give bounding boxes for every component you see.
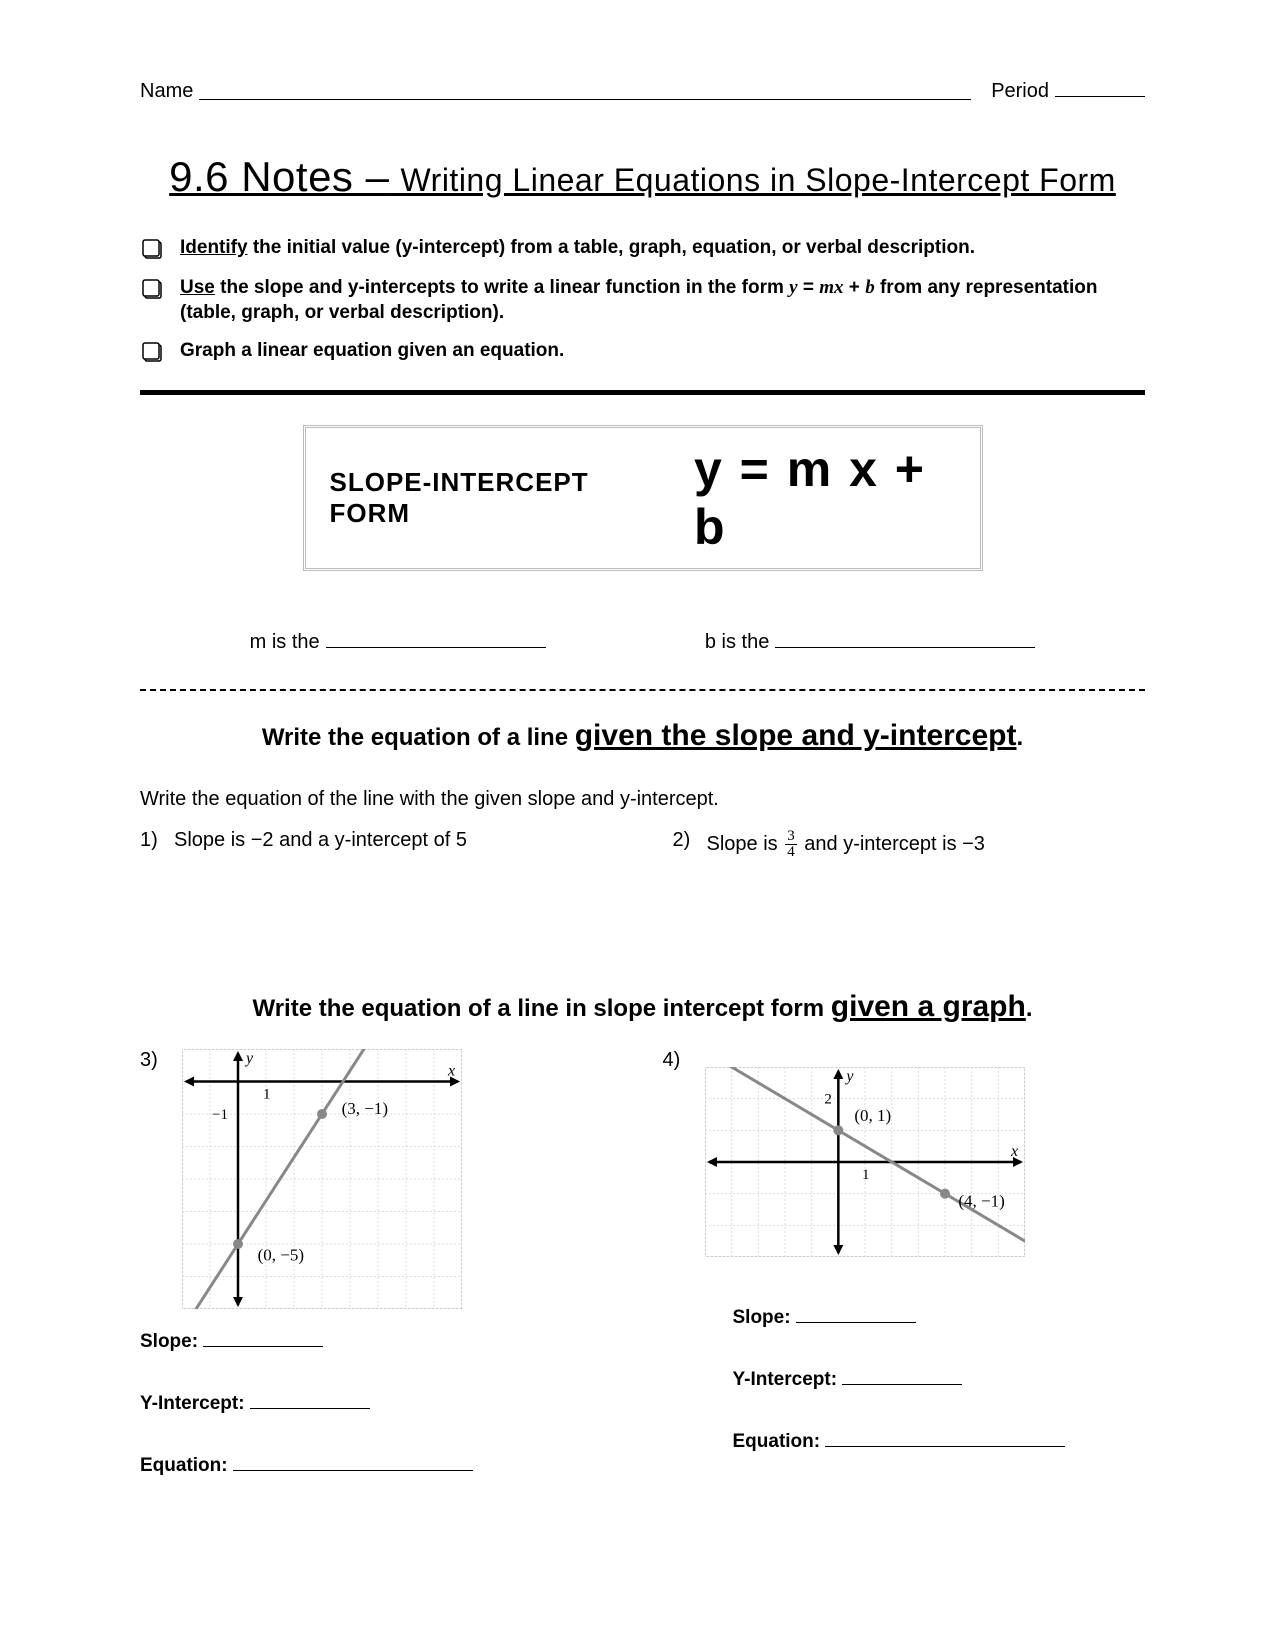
slope-label: Slope:: [140, 1331, 198, 1352]
divider: [140, 390, 1145, 395]
section-1-heading: Write the equation of a line given the s…: [140, 719, 1145, 753]
title-main: 9.6 Notes –: [169, 153, 389, 200]
eqn-blank-3[interactable]: [233, 1470, 473, 1471]
svg-text:x: x: [1010, 1143, 1018, 1160]
svg-text:x: x: [447, 1063, 455, 1080]
yint-blank-4[interactable]: [842, 1384, 962, 1385]
period-label: Period: [991, 80, 1049, 103]
svg-text:y: y: [844, 1068, 854, 1085]
problem-3-num: 3): [140, 1049, 170, 1072]
m-blank[interactable]: [326, 647, 546, 648]
title-sub: Writing Linear Equations in Slope-Interc…: [401, 162, 1116, 198]
objective-3: Graph a linear equation given an equatio…: [140, 339, 1145, 365]
b-label: b is the: [705, 631, 769, 653]
eqn-label: Equation:: [733, 1431, 821, 1452]
yint-blank-3[interactable]: [250, 1408, 370, 1409]
yint-label: Y-Intercept:: [140, 1393, 245, 1414]
formula-box: SLOPE-INTERCEPT FORM y = m x + b: [303, 425, 983, 571]
eqn-blank-4[interactable]: [825, 1446, 1065, 1447]
page-title: 9.6 Notes – Writing Linear Equations in …: [140, 153, 1145, 201]
b-blank[interactable]: [775, 647, 1035, 648]
m-label: m is the: [250, 631, 320, 653]
problem-1: 1) Slope is −2 and a y-intercept of 5: [140, 829, 613, 860]
target-icon: [140, 341, 168, 365]
problem-4-num: 4): [663, 1049, 693, 1072]
problem-2: 2) Slope is 34 and y-intercept is −3: [673, 829, 1146, 860]
section-2-heading: Write the equation of a line in slope in…: [140, 990, 1145, 1024]
section-1-instruction: Write the equation of the line with the …: [140, 788, 1145, 811]
problem-3-column: 3) x y 1 −1 (0, −5) (3, −1) Slope: Y-Intercep…: [140, 1049, 623, 1477]
formula-label: SLOPE-INTERCEPT FORM: [330, 467, 654, 529]
fraction: 34: [785, 829, 797, 860]
name-blank[interactable]: [199, 99, 971, 100]
objective-2: Use the slope and y-intercepts to write …: [140, 276, 1145, 325]
svg-text:(3, −1): (3, −1): [342, 1099, 388, 1118]
dashed-divider: [140, 689, 1145, 691]
yint-label: Y-Intercept:: [733, 1369, 838, 1390]
formula-equation: y = m x + b: [694, 440, 956, 556]
header-row: Name Period: [140, 80, 1145, 103]
svg-text:(0, 1): (0, 1): [854, 1106, 891, 1125]
graph-3: x y 1 −1 (0, −5) (3, −1): [182, 1049, 472, 1309]
name-label: Name: [140, 80, 193, 103]
m-b-fill-row: m is the b is the: [140, 631, 1145, 654]
svg-text:2: 2: [824, 1092, 832, 1108]
svg-text:1: 1: [862, 1167, 870, 1183]
period-blank[interactable]: [1055, 96, 1145, 97]
svg-text:1: 1: [263, 1087, 271, 1103]
slope-label: Slope:: [733, 1307, 791, 1328]
slope-blank-3[interactable]: [203, 1346, 323, 1347]
svg-text:−1: −1: [212, 1107, 228, 1123]
target-icon: [140, 278, 168, 302]
target-icon: [140, 238, 168, 262]
eqn-label: Equation:: [140, 1455, 228, 1476]
problem-4-column: 4) x y 1 2 (0, 1) (4, −1) Slope: Y-Intercept:…: [663, 1049, 1146, 1477]
graph-4: xy12(0, 1)(4, −1): [705, 1067, 995, 1257]
svg-text:(4, −1): (4, −1): [958, 1192, 1004, 1211]
svg-text:(0, −5): (0, −5): [258, 1246, 304, 1265]
svg-text:y: y: [244, 1050, 254, 1067]
slope-blank-4[interactable]: [796, 1322, 916, 1323]
objective-1: Identify the initial value (y-intercept)…: [140, 236, 1145, 262]
